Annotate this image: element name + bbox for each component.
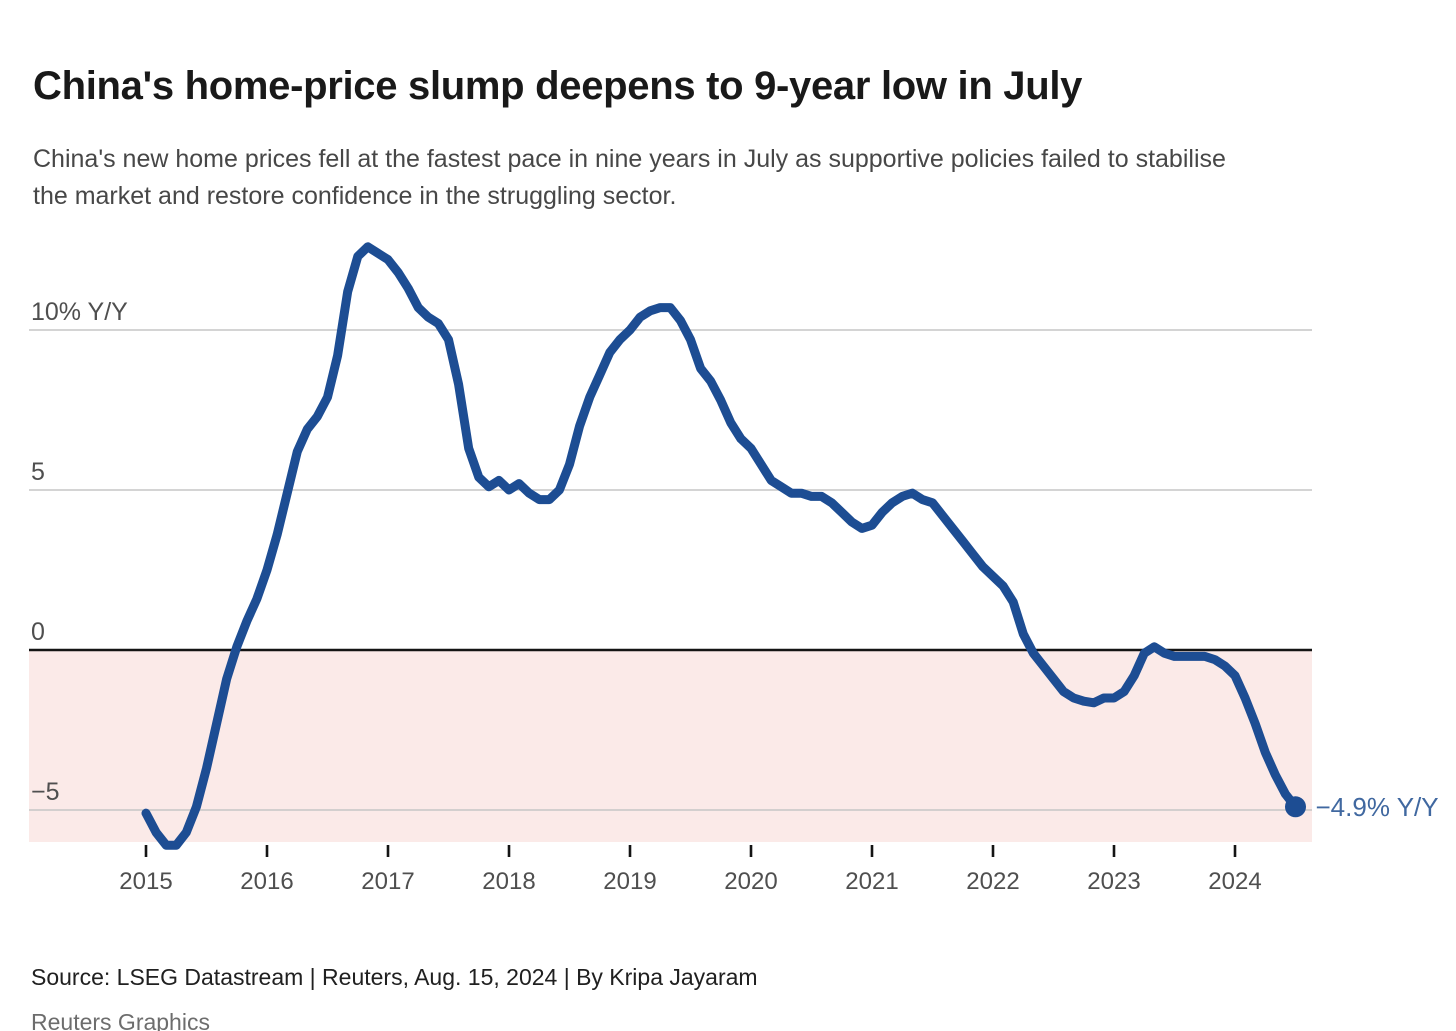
x-axis-ticks-and-labels: 2015 2016 2017 2018 2019 2020 2021 2022 2023 2024 bbox=[119, 845, 1262, 895]
y-axis-labels: 10% Y/Y 5 0 −5 bbox=[31, 298, 128, 806]
y-axis-label-0: 0 bbox=[31, 618, 45, 646]
chart-subtitle: China's new home prices fell at the fast… bbox=[33, 141, 1433, 215]
subtitle-line-2: the market and restore confidence in the… bbox=[33, 182, 677, 210]
latest-point-dot bbox=[1285, 796, 1306, 818]
x-axis-label-2017: 2017 bbox=[361, 868, 414, 895]
y-axis-label-5: 5 bbox=[31, 458, 45, 486]
y-axis-label-10: 10% Y/Y bbox=[31, 298, 128, 326]
x-axis-label-2021: 2021 bbox=[845, 868, 898, 895]
x-axis-label-2023: 2023 bbox=[1087, 868, 1140, 895]
source-line: Source: LSEG Datastream | Reuters, Aug. … bbox=[31, 964, 758, 990]
credit-line: Reuters Graphics bbox=[31, 1009, 210, 1031]
negative-region-band bbox=[29, 650, 1312, 842]
price-line bbox=[141, 242, 1300, 850]
x-axis-label-2024: 2024 bbox=[1208, 868, 1261, 895]
x-axis-label-2018: 2018 bbox=[482, 868, 535, 895]
latest-value-label: −4.9% Y/Y bbox=[1316, 792, 1439, 822]
x-axis-label-2022: 2022 bbox=[966, 868, 1019, 895]
subtitle-line-1: China's new home prices fell at the fast… bbox=[33, 145, 1226, 173]
x-axis-label-2016: 2016 bbox=[240, 868, 293, 895]
gridlines bbox=[29, 329, 1312, 811]
x-axis-label-2015: 2015 bbox=[119, 868, 172, 895]
page-title: China's home-price slump deepens to 9-ye… bbox=[33, 63, 1083, 108]
y-axis-label--5: −5 bbox=[31, 778, 60, 806]
x-axis-label-2019: 2019 bbox=[603, 868, 656, 895]
x-axis-label-2020: 2020 bbox=[724, 868, 777, 895]
